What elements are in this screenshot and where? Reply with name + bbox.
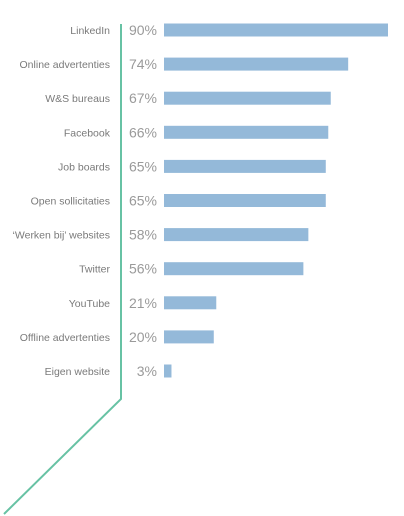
bar — [164, 330, 214, 344]
category-label: ‘Werken bij’ websites — [13, 230, 110, 242]
value-label: 65% — [129, 193, 157, 209]
bar-row: Facebook 66% — [64, 124, 329, 140]
bar-row: Open sollicitaties 65% — [31, 193, 326, 209]
bar — [164, 57, 349, 71]
category-label: Offline advertenties — [20, 332, 110, 344]
bar-row: Eigen website 3% — [45, 363, 172, 379]
value-label: 20% — [129, 329, 157, 345]
value-label: 67% — [129, 90, 157, 106]
category-label: Twitter — [79, 264, 110, 276]
bar — [164, 159, 326, 173]
category-label: W&S bureaus — [45, 93, 110, 105]
value-label: 3% — [137, 363, 157, 379]
bar — [164, 228, 309, 242]
bar — [164, 91, 331, 105]
value-label: 56% — [129, 261, 157, 277]
category-label: Job boards — [58, 161, 110, 173]
category-label: Facebook — [64, 127, 111, 139]
category-label: Online advertenties — [20, 59, 110, 71]
bar-row: Offline advertenties 20% — [20, 329, 214, 345]
bar-row: LinkedIn 90% — [70, 22, 388, 38]
bar-row: Twitter 56% — [79, 261, 304, 277]
value-label: 21% — [129, 295, 157, 311]
bar — [164, 262, 304, 276]
axis-line — [3, 24, 122, 515]
bar-row: ‘Werken bij’ websites 58% — [13, 227, 309, 243]
category-label: LinkedIn — [70, 25, 110, 37]
bar — [164, 125, 329, 139]
bar — [164, 296, 217, 310]
bar-row: YouTube 21% — [69, 295, 217, 311]
category-label: YouTube — [69, 298, 110, 310]
value-label: 66% — [129, 124, 157, 140]
bar — [164, 364, 172, 378]
bar-row: Online advertenties 74% — [20, 56, 349, 72]
category-label: Eigen website — [45, 366, 111, 378]
value-label: 58% — [129, 227, 157, 243]
category-label: Open sollicitaties — [31, 196, 110, 208]
bar — [164, 23, 388, 37]
value-label: 90% — [129, 22, 157, 38]
value-label: 74% — [129, 56, 157, 72]
bar-row: Job boards 65% — [58, 158, 326, 174]
bar — [164, 194, 326, 207]
value-label: 65% — [129, 158, 157, 174]
bar-row: W&S bureaus 67% — [45, 90, 331, 106]
